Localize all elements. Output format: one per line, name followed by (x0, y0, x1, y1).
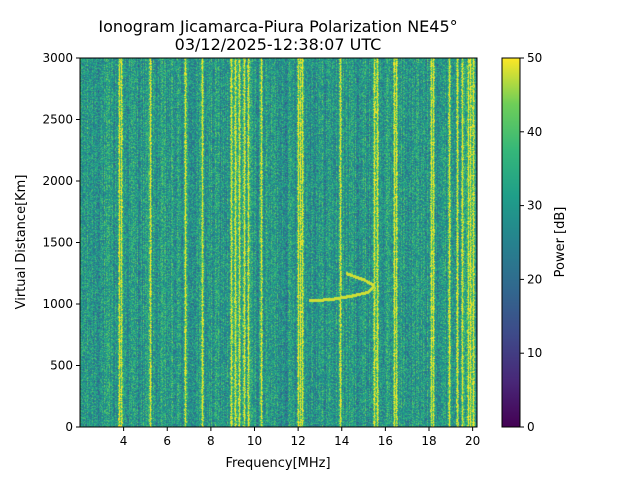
heatmap-image (80, 58, 477, 427)
x-tick-label: 12 (290, 434, 305, 448)
colorbar-ticks: 0 10 20 30 40 50 (520, 51, 542, 434)
colorbar-tick-label: 20 (527, 272, 542, 286)
x-axis-label: Frequency[MHz] (225, 456, 330, 471)
colorbar-tick-label: 30 (527, 199, 542, 213)
x-axis: 4 6 8 10 12 14 16 18 20 (120, 427, 480, 448)
colorbar-gradient (501, 57, 521, 428)
x-tick-label: 20 (465, 434, 480, 448)
x-tick-label: 18 (421, 434, 436, 448)
chart-subtitle: 03/12/2025-12:38:07 UTC (175, 35, 382, 54)
y-tick-label: 1000 (42, 297, 73, 311)
y-tick-label: 3000 (42, 51, 73, 65)
colorbar-tick-label: 10 (527, 346, 542, 360)
y-tick-label: 1500 (42, 236, 73, 250)
chart-title: Ionogram Jicamarca-Piura Polarization NE… (98, 17, 457, 36)
x-tick-label: 16 (378, 434, 393, 448)
y-axis: 0 500 1000 1500 2000 2500 3000 (42, 51, 80, 434)
x-tick-label: 8 (207, 434, 215, 448)
colorbar-tick-label: 40 (527, 125, 542, 139)
x-tick-label: 14 (334, 434, 349, 448)
colorbar-tick-label: 0 (527, 420, 535, 434)
y-tick-label: 500 (50, 359, 73, 373)
y-tick-label: 0 (65, 420, 73, 434)
plot-area (79, 57, 478, 428)
y-tick-label: 2000 (42, 174, 73, 188)
x-tick-label: 4 (120, 434, 128, 448)
x-tick-label: 10 (247, 434, 262, 448)
y-tick-label: 2500 (42, 113, 73, 127)
colorbar-tick-label: 50 (527, 51, 542, 65)
colorbar: 0 10 20 30 40 50 Power [dB] (501, 51, 568, 434)
colorbar-label: Power [dB] (553, 207, 568, 278)
x-tick-label: 6 (163, 434, 171, 448)
y-axis-label: Virtual Distance[Km] (14, 175, 29, 310)
